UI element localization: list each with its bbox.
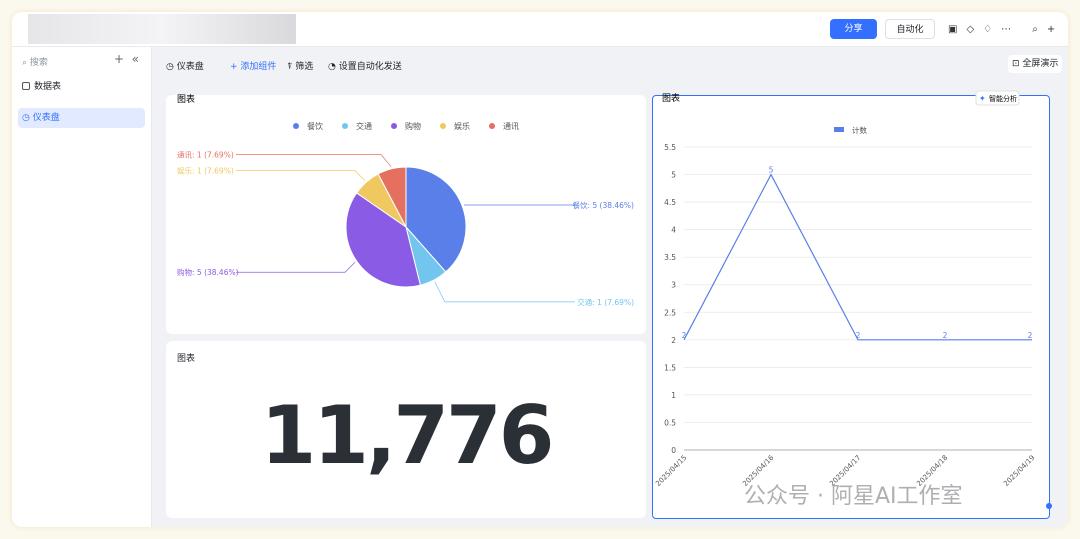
share-button[interactable]: 分享 [830, 19, 877, 39]
y-tick-label: 0 [671, 446, 676, 455]
search-text: 搜索 [29, 58, 48, 68]
legend-dot [391, 123, 397, 129]
y-tick-label: 4.5 [664, 198, 676, 207]
pie-slice [377, 166, 407, 228]
nav-text: 仪表盘 [32, 113, 60, 123]
pie-slice [345, 192, 421, 288]
filter[interactable]: ⍒ 筛选 [287, 62, 314, 72]
value-label: 2 [943, 331, 948, 340]
leader-line [236, 261, 356, 273]
smart-text: 智能分析 [989, 94, 1017, 103]
add-text: 添加组件 [240, 62, 277, 72]
blurred-title [28, 14, 296, 44]
y-tick-label: 4 [671, 226, 676, 235]
legend-label: 计数 [852, 125, 867, 135]
search[interactable]: ⌕ 搜索 [22, 58, 48, 68]
data-label: 通讯: 1 (7.69%) [177, 150, 234, 160]
line [683, 173, 1032, 341]
app-window: 分享 自动化 ▣◇♢⋯ ⌕+ ⌕ 搜索 + « 数据表 ◷ 仪表盘 ◷ 仪表盘 … [12, 12, 1068, 527]
y-tick-label: 2 [671, 336, 676, 345]
leader-line [434, 281, 575, 303]
legend-swatch [834, 127, 844, 132]
sidebar-actions[interactable]: + « [114, 52, 140, 66]
y-tick-label: 2.5 [664, 308, 676, 317]
legend-label: 购物 [405, 121, 421, 131]
leader-line [236, 170, 366, 181]
filter-text: 筛选 [295, 62, 314, 72]
top-icons[interactable]: ▣◇♢⋯ ⌕+ [948, 24, 1065, 35]
nav-text: 数据表 [34, 82, 62, 92]
data-label: 娱乐: 1 (7.69%) [177, 166, 234, 176]
sidebar: ⌕ 搜索 + « 数据表 ◷ 仪表盘 [12, 47, 152, 527]
data-label: 餐饮: 5 (38.46%) [572, 200, 634, 210]
value-label: 2 [856, 331, 861, 340]
value-label: 5 [769, 166, 774, 175]
legend-dot [342, 123, 348, 129]
y-tick-label: 3 [671, 281, 676, 290]
legend-dot [489, 123, 495, 129]
legend-dot [293, 123, 299, 129]
nav-item[interactable]: 数据表 [22, 77, 146, 97]
value-label: 2 [682, 331, 687, 340]
x-tick-label: 2025/04/19 [1002, 454, 1036, 488]
y-tick-label: 5 [671, 171, 676, 180]
pie-slice [405, 166, 467, 273]
value-label: 2 [1028, 331, 1033, 340]
card-title: 图表 [177, 93, 195, 105]
nav-item-active[interactable]: ◷ 仪表盘 [18, 108, 145, 128]
x-tick-label: 2025/04/16 [741, 453, 776, 488]
dashboard-title: ◷ 仪表盘 [166, 62, 204, 72]
automation-button[interactable]: 自动化 [885, 19, 935, 39]
y-tick-label: 3.5 [664, 253, 676, 262]
y-tick-label: 5.5 [664, 143, 676, 152]
resize-handle [1046, 503, 1052, 509]
auto-send-text: 设置自动化发送 [338, 62, 402, 72]
legend-label: 交通 [356, 121, 372, 131]
card-title: 图表 [662, 92, 680, 104]
legend-dot [440, 123, 446, 129]
x-tick-label: 2025/04/18 [915, 454, 949, 488]
add-widget[interactable]: + 添加组件 [230, 62, 277, 72]
top-bar: 分享 自动化 ▣◇♢⋯ ⌕+ [12, 12, 1068, 47]
x-tick-label: 2025/04/17 [828, 454, 862, 488]
x-tick-label: 2025/04/15 [654, 454, 688, 488]
sparkle: ✦ [979, 94, 986, 103]
leader-line [236, 154, 392, 168]
number-card: 图表 11,776 [166, 341, 646, 518]
big-number: 11,776 [260, 389, 555, 482]
line-card[interactable] [652, 95, 1050, 519]
fullscreen[interactable]: ⊡ 全屏演示 [1008, 55, 1063, 73]
watermark: 公众号 · 阿星AI工作室 [744, 484, 963, 509]
legend-label: 通讯 [503, 121, 519, 131]
card-title: 图表 [177, 354, 196, 364]
smart-button [975, 90, 1020, 106]
dashboard: ◷ 仪表盘 + 添加组件 ⍒ 筛选 ◔ 设置自动化发送 ⊡ 全屏演示 图表 11… [152, 47, 1068, 527]
legend-label: 餐饮 [307, 121, 323, 131]
y-tick-label: 1.5 [664, 363, 676, 372]
data-label: 购物: 5 (38.46%) [177, 267, 239, 277]
data-label: 交通: 1 (7.69%) [577, 297, 634, 307]
legend-label: 娱乐 [454, 121, 470, 131]
y-tick-label: 0.5 [664, 418, 676, 427]
y-tick-label: 1 [671, 391, 676, 400]
title-text: 仪表盘 [176, 62, 204, 72]
fullscreen-text: 全屏演示 [1022, 59, 1059, 69]
auto-send[interactable]: ◔ 设置自动化发送 [328, 62, 402, 72]
